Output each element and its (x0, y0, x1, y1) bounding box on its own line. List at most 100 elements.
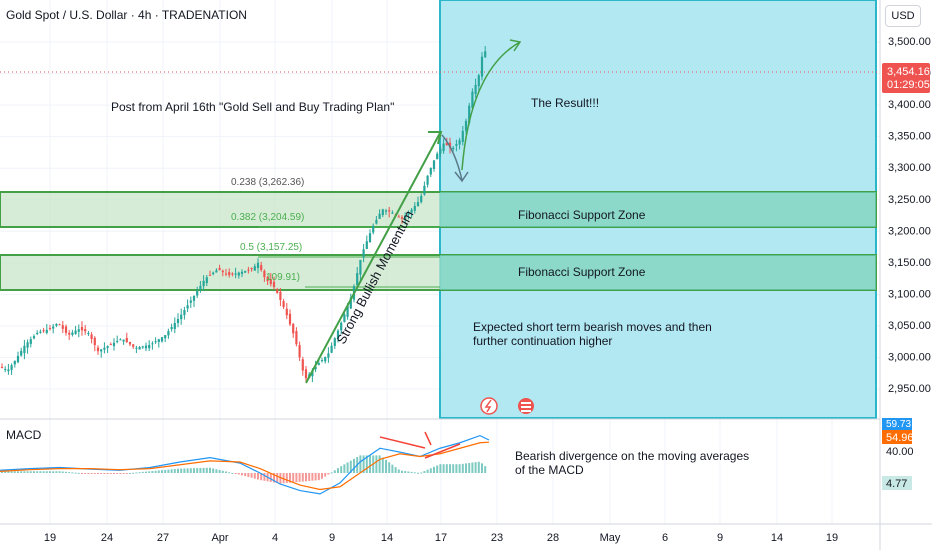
macd-histogram-bar (381, 457, 384, 473)
macd-histogram-bar (231, 472, 234, 474)
candle-body (477, 75, 480, 87)
macd-histogram-bar (74, 472, 77, 474)
candle-body (45, 329, 48, 333)
macd-badge-2-value: 54.96 (886, 432, 914, 444)
fib-zone-lower-overlap (440, 255, 876, 290)
result-text: The Result!!! (531, 96, 599, 110)
candle-body (224, 273, 228, 275)
price-axis-label: 3,000.00 (888, 352, 931, 364)
macd-histogram-bar (301, 473, 304, 482)
candle-body (436, 153, 439, 160)
macd-histogram-bar (215, 469, 218, 473)
macd-histogram-bar (359, 455, 362, 473)
macd-histogram-bar (129, 473, 131, 474)
macd-note-2: of the MACD (515, 463, 584, 477)
macd-badge-1 (882, 418, 912, 430)
macd-histogram-bar (365, 455, 368, 473)
candle-body (138, 347, 141, 350)
candle-body (288, 313, 292, 325)
time-axis-label: 19 (826, 532, 838, 544)
time-axis-label: 14 (381, 532, 393, 544)
candle-body (96, 347, 100, 352)
tradenation-logo-icon (518, 398, 534, 414)
macd-histogram-bar (45, 471, 48, 473)
candle-body (164, 335, 167, 339)
candle-body (157, 339, 160, 343)
candle-body (106, 346, 109, 348)
macd-histogram-bar (404, 471, 407, 473)
candle-body (167, 331, 170, 336)
candle-body (464, 120, 468, 131)
macd-histogram-bar (324, 473, 327, 477)
macd-histogram-bar (164, 469, 167, 473)
macd-histogram-bar (71, 472, 74, 474)
macd-histogram-bar (42, 471, 45, 473)
macd-histogram-bar (138, 472, 141, 474)
macd-histogram-bar (225, 471, 227, 473)
macd-histogram-bar (295, 473, 298, 483)
candle-body (160, 337, 164, 342)
macd-histogram-bar (385, 459, 387, 473)
macd-histogram-bar (183, 468, 186, 473)
macd-histogram-bar (145, 471, 147, 473)
candle-body (420, 195, 423, 203)
candle-body (391, 212, 394, 214)
time-axis-label: May (600, 532, 621, 544)
macd-histogram-bar (26, 471, 29, 473)
macd-histogram-bar (429, 468, 432, 473)
fib-05-label: 0.5 (3,157.25) (240, 242, 302, 253)
macd-histogram-bar (119, 473, 122, 474)
symbol-header[interactable]: Gold Spot / U.S. Dollar · 4h · TRADENATI… (6, 8, 247, 22)
macd-histogram-bar (202, 467, 205, 473)
macd-histogram-bar (468, 462, 471, 473)
macd-histogram-bar (58, 471, 61, 473)
candle-body (132, 344, 135, 347)
macd-histogram-bar (289, 473, 291, 483)
candle-body (356, 273, 359, 286)
macd-histogram (1, 455, 487, 484)
currency-button[interactable]: USD (885, 5, 921, 27)
time-axis[interactable]: 19 24 27 Apr 4 9 14 17 23 28 May 6 9 14 19 (44, 532, 838, 544)
macd-badge-2 (882, 430, 912, 444)
price-axis-label: 3,300.00 (888, 162, 931, 174)
candle-body (148, 345, 151, 349)
macd-histogram-bar (132, 472, 135, 474)
candle-body (474, 84, 477, 95)
macd-histogram-bar (269, 473, 272, 482)
macd-histogram-bar (362, 455, 365, 473)
candle-body (87, 332, 90, 334)
macd-histogram-bar (401, 470, 403, 473)
macd-histogram-bar (189, 468, 192, 473)
candle-body (218, 267, 221, 271)
expected-text-2: further continuation higher (473, 334, 612, 348)
candle-body (260, 265, 263, 271)
expected-text-1: Expected short term bearish moves and th… (473, 320, 712, 334)
momentum-arrow-head (428, 131, 443, 145)
price-axis-label: 3,500.00 (888, 36, 931, 48)
price-axis-label: 3,400.00 (888, 99, 931, 111)
macd-histogram-bar (173, 469, 176, 473)
candle-body (186, 305, 189, 309)
candle-body (282, 301, 285, 308)
macd-label[interactable]: MACD (6, 428, 42, 442)
candle-body (77, 329, 80, 332)
macd-histogram-bar (413, 472, 416, 474)
macd-histogram-bar (87, 473, 90, 474)
candle-body (221, 270, 224, 273)
candle-body (39, 331, 42, 333)
macd-histogram-bar (212, 468, 215, 473)
macd-histogram-bar (49, 471, 51, 473)
macd-histogram-bar (180, 468, 183, 473)
flash-icon[interactable] (480, 397, 498, 415)
macd-histogram-bar (100, 473, 103, 474)
macd-histogram-bar (247, 473, 250, 477)
macd-histogram-bar (260, 473, 263, 481)
candle-body (58, 324, 61, 326)
candle-body (301, 359, 304, 371)
macd-histogram-bar (161, 470, 163, 473)
macd-histogram-bar (461, 463, 464, 473)
macd-histogram-bar (397, 469, 400, 473)
price-axis-label: 3,250.00 (888, 194, 931, 206)
macd-histogram-bar (199, 468, 202, 473)
